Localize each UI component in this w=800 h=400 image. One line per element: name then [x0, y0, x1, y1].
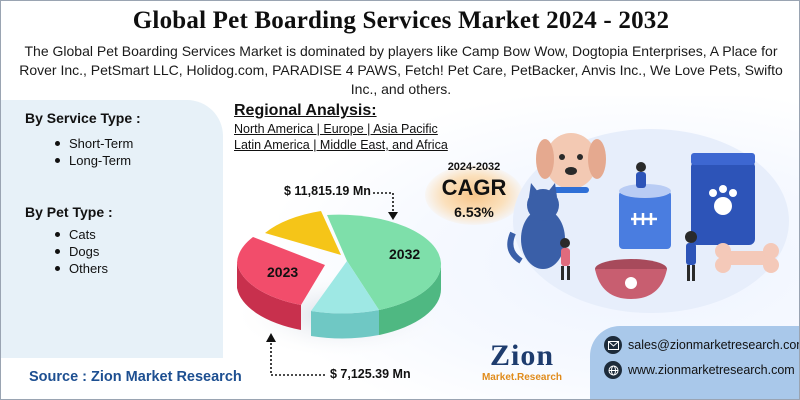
page-subtitle: The Global Pet Boarding Services Market … — [19, 43, 783, 97]
globe-icon — [604, 361, 622, 379]
person-icon — [685, 231, 697, 281]
page-title: Global Pet Boarding Services Market 2024… — [132, 7, 670, 34]
pet-type-list: Cats Dogs Others — [55, 226, 108, 277]
service-type-list: Short-Term Long-Term — [55, 135, 133, 169]
pie-slice-cyan — [311, 261, 379, 314]
website-row[interactable]: www.zionmarketresearch.com — [604, 361, 795, 379]
pie-side-red — [237, 263, 301, 330]
dog-icon — [536, 133, 606, 193]
list-item: Others — [55, 260, 108, 277]
pie-side-green — [379, 263, 442, 335]
value-2032-callout: $ 11,815.19 Mn — [284, 184, 371, 198]
cagr-glow — [425, 165, 523, 225]
callout-connector-bottom — [266, 333, 325, 376]
list-item: Short-Term — [55, 135, 133, 152]
value-2023-callout: $ 7,125.39 Mn — [330, 367, 411, 381]
list-item: Cats — [55, 226, 108, 243]
list-item: Long-Term — [55, 152, 133, 169]
contact-box: sales@zionmarketresearch.com www.zionmar… — [590, 326, 800, 399]
pie-side-cyan — [311, 310, 379, 339]
email-row[interactable]: sales@zionmarketresearch.com — [604, 336, 800, 354]
list-item: Dogs — [55, 243, 108, 260]
pie-slice-2032 — [327, 214, 442, 310]
pet-food-can-icon — [619, 184, 671, 249]
pet-food-bag-icon — [691, 153, 755, 245]
regional-title: Regional Analysis: — [234, 102, 377, 119]
zion-logo: Zion Market.Research — [477, 339, 567, 391]
pet-care-illustration — [507, 129, 789, 313]
cat-icon — [507, 183, 565, 269]
pet-bowl-icon — [595, 259, 667, 299]
pie-label-2023: 2023 — [267, 264, 298, 280]
cagr-years: 2024-2032 — [447, 161, 501, 173]
market-pie-graphic: 2032 2023 — [233, 211, 449, 359]
regional-line-1: North America | Europe | Asia Pacific — [234, 122, 438, 136]
person-icon — [560, 238, 570, 280]
regional-line-2: Latin America | Middle East, and Africa — [234, 138, 448, 152]
pie-label-2032: 2032 — [389, 246, 420, 262]
cagr-value: 6.53% — [454, 204, 494, 220]
cagr-badge: 2024-2032 CAGR 6.53% — [419, 159, 529, 229]
source-credit: Source : Zion Market Research — [29, 369, 242, 385]
service-type-title: By Service Type : — [25, 110, 141, 126]
person-icon — [636, 162, 646, 188]
email-icon — [604, 336, 622, 354]
cagr-label: CAGR — [441, 175, 507, 200]
pie-slice-2023 — [237, 237, 325, 305]
logo-subtext: Market.Research — [481, 372, 563, 383]
logo-word: Zion — [489, 339, 555, 372]
segment-panel — [1, 100, 223, 358]
callout-connector-top — [373, 192, 398, 220]
contact-email[interactable]: sales@zionmarketresearch.com — [628, 338, 800, 352]
pet-type-title: By Pet Type : — [25, 204, 113, 220]
contact-website[interactable]: www.zionmarketresearch.com — [628, 363, 795, 377]
pie-slice-yellow — [265, 211, 341, 255]
bone-icon — [715, 243, 779, 273]
